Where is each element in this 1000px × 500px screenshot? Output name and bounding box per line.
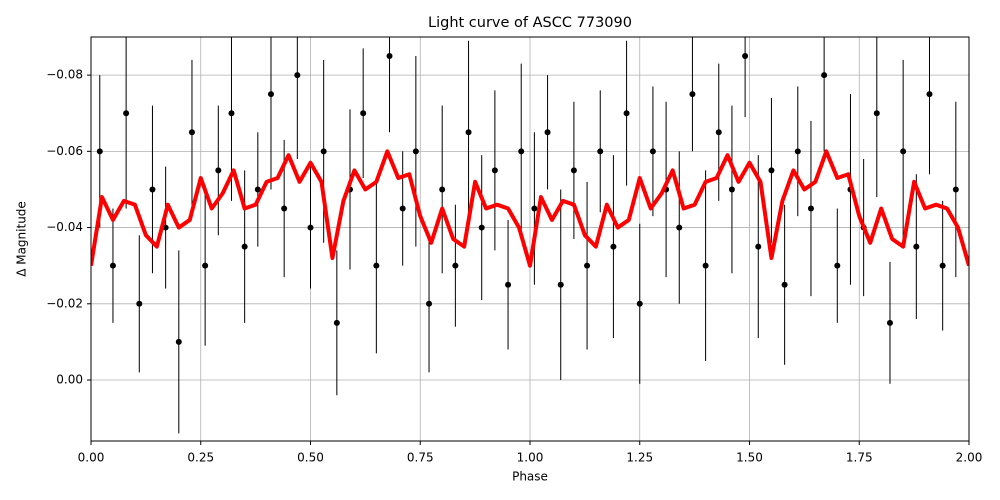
data-point [254, 186, 261, 193]
data-point [781, 281, 788, 288]
data-point [96, 148, 103, 155]
data-point [149, 186, 156, 193]
data-point [926, 91, 933, 98]
data-point [505, 281, 512, 288]
y-axis-label: Δ Magnitude [15, 201, 29, 277]
data-point [597, 148, 604, 155]
x-tick-label: 1.25 [626, 451, 653, 465]
fit-line [91, 149, 969, 268]
data-point [399, 205, 406, 212]
data-point [649, 148, 656, 155]
plot-area [91, 37, 969, 434]
data-point [952, 186, 959, 193]
data-point [202, 262, 209, 269]
y-tick-label: −0.02 [46, 296, 83, 310]
data-point [531, 205, 538, 212]
x-tick-label: 2.00 [956, 451, 983, 465]
x-tick-label: 0.00 [78, 451, 105, 465]
data-point [360, 110, 367, 117]
data-point [689, 91, 696, 98]
data-point [623, 110, 630, 117]
data-point [136, 300, 143, 307]
data-point [610, 243, 617, 250]
data-point [188, 129, 195, 136]
data-point [821, 72, 828, 79]
data-point [412, 148, 419, 155]
data-point [715, 129, 722, 136]
data-point [676, 224, 683, 231]
data-point [807, 205, 814, 212]
y-tick-label: 0.00 [56, 373, 83, 387]
chart-title: Light curve of ASCC 773090 [428, 15, 632, 31]
data-point [465, 129, 472, 136]
data-point [636, 300, 643, 307]
data-point [794, 148, 801, 155]
data-point [518, 148, 525, 155]
data-point [570, 167, 577, 174]
data-point [939, 262, 946, 269]
data-point [702, 262, 709, 269]
data-point [886, 319, 893, 326]
data-point [320, 148, 327, 155]
data-point [478, 224, 485, 231]
data-point [544, 129, 551, 136]
data-point [294, 72, 301, 79]
data-point [228, 110, 235, 117]
data-point [215, 167, 222, 174]
data-point [584, 262, 591, 269]
data-point [109, 262, 116, 269]
x-axis-label: Phase [512, 470, 548, 484]
data-point [755, 243, 762, 250]
data-point [426, 300, 433, 307]
data-point [281, 205, 288, 212]
data-point [557, 281, 564, 288]
y-tick-label: −0.06 [46, 144, 83, 158]
x-tick-label: 1.00 [517, 451, 544, 465]
data-point [900, 148, 907, 155]
data-point [267, 91, 274, 98]
axes: 0.00 0.25 0.50 0.75 1.00 1.25 1.50 1.75 2.00 0.00… [46, 68, 982, 465]
data-point [175, 338, 182, 345]
x-tick-label: 1.50 [736, 451, 763, 465]
data-point [386, 53, 393, 60]
data-point [742, 53, 749, 60]
data-point [913, 243, 920, 250]
x-tick-label: 0.75 [407, 451, 434, 465]
data-point [491, 167, 498, 174]
x-tick-label: 1.75 [846, 451, 873, 465]
data-point [873, 110, 880, 117]
x-tick-label: 0.25 [187, 451, 214, 465]
data-point [333, 319, 340, 326]
x-tick-label: 0.50 [297, 451, 324, 465]
data-point [373, 262, 380, 269]
data-point [307, 224, 314, 231]
data-point [728, 186, 735, 193]
data-point [123, 110, 130, 117]
y-tick-label: −0.04 [46, 220, 83, 234]
data-point [452, 262, 459, 269]
plot-frame [90, 36, 970, 442]
data-point [241, 243, 248, 250]
data-point [439, 186, 446, 193]
data-point [834, 262, 841, 269]
y-tick-label: −0.08 [46, 68, 83, 82]
data-point [768, 167, 775, 174]
